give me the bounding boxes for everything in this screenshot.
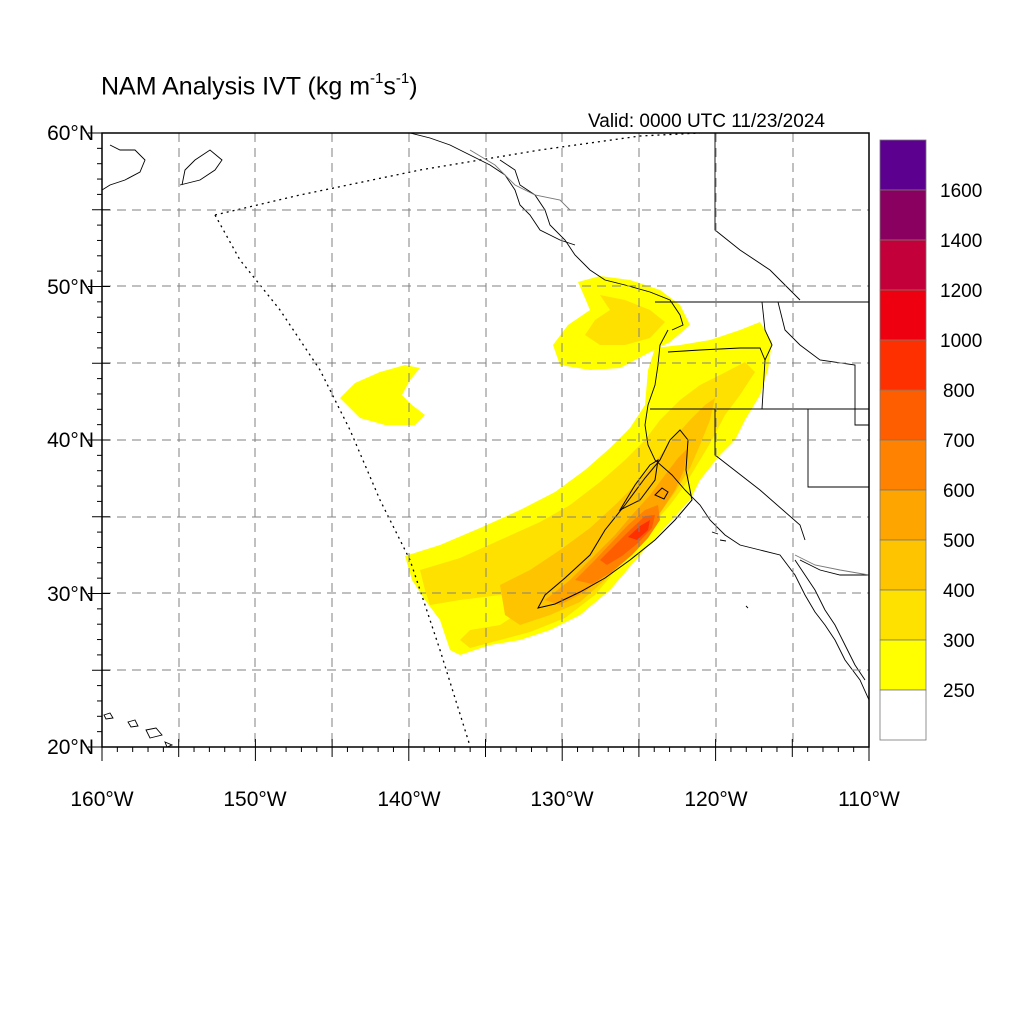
- border-us-mexico: [794, 554, 869, 576]
- ivt-region-500: [545, 448, 688, 605]
- coastline-bc: [499, 159, 684, 331]
- ivt-shading: [340, 276, 772, 655]
- lat-label-30: 30°N: [47, 583, 94, 606]
- ivt-region-300-pnw: [585, 295, 665, 345]
- cb-box-250: [879, 639, 927, 691]
- title-end: ): [409, 72, 418, 101]
- border-ut: [807, 409, 869, 488]
- border-wa-or: [667, 347, 766, 361]
- lon-label-120: 120°W: [684, 788, 747, 811]
- cb-label-250: 250: [943, 681, 975, 702]
- cb-box-300: [879, 589, 927, 641]
- title-sup-1: -1: [370, 70, 384, 87]
- channel-islands: [711, 531, 749, 609]
- ivt-region-250-offshore: [340, 365, 425, 425]
- colorbar: 1600 1400 1200 1000 800 700 600 500 400 …: [879, 139, 982, 741]
- ivt-contour: [537, 429, 693, 609]
- cb-box-1000: [879, 289, 927, 341]
- border-ca-nv: [714, 409, 806, 541]
- coastline-mexico: [799, 559, 869, 576]
- title-mid: s: [383, 72, 396, 101]
- lat-labels: 60°N 50°N 40°N 30°N 20°N: [47, 122, 94, 759]
- cb-label-600: 600: [943, 481, 975, 502]
- coastline-us-west: [644, 329, 869, 701]
- map-title: NAM Analysis IVT (kg m-1s-1): [101, 70, 418, 101]
- lon-label-110: 110°W: [838, 788, 900, 811]
- cb-box-600: [879, 439, 927, 491]
- coastline-alaska: [102, 133, 576, 246]
- cb-label-1400: 1400: [940, 231, 982, 252]
- coastlines: [102, 133, 869, 747]
- lon-label-140: 140°W: [377, 788, 440, 811]
- border-bc-ab: [714, 133, 801, 301]
- ivt-contour-small: [654, 487, 669, 500]
- title-sup-2: -1: [395, 70, 410, 87]
- cb-label-700: 700: [943, 431, 975, 452]
- cb-box-700: [879, 389, 927, 441]
- cb-box-1200: [879, 239, 927, 291]
- lon-label-160: 160°W: [70, 788, 133, 811]
- lon-labels: 160°W 150°W 140°W 130°W 120°W 110°W: [70, 788, 900, 811]
- ivt-region-300: [420, 362, 755, 648]
- cb-box-below: [879, 689, 927, 741]
- ivt-region-400: [500, 398, 715, 625]
- cb-box-1400: [879, 189, 927, 241]
- valid-time: Valid: 0000 UTC 11/23/2024: [588, 111, 825, 132]
- border-id: [761, 301, 773, 410]
- cb-label-800: 800: [943, 381, 975, 402]
- cb-box-1600: [879, 139, 927, 191]
- cb-label-1000: 1000: [940, 331, 982, 352]
- cb-label-400: 400: [943, 581, 975, 602]
- lat-label-40: 40°N: [47, 429, 94, 452]
- cb-box-800: [879, 339, 927, 391]
- ivt-region-250: [405, 322, 772, 655]
- cb-box-400: [879, 539, 927, 591]
- title-text: NAM Analysis IVT (kg m: [101, 72, 371, 101]
- lon-label-150: 150°W: [223, 788, 286, 811]
- graticule: [102, 133, 869, 747]
- ivt-contour-inner: [618, 459, 659, 512]
- hawaii-islands: [103, 712, 174, 747]
- cb-label-300: 300: [943, 631, 975, 652]
- cb-label-1200: 1200: [940, 281, 982, 302]
- lat-label-60: 60°N: [47, 122, 94, 145]
- state-borders: [650, 133, 869, 541]
- lat-label-50: 50°N: [47, 276, 94, 299]
- cb-label-500: 500: [943, 531, 975, 552]
- cb-box-500: [879, 489, 927, 541]
- border-alaska-canada: [469, 149, 571, 211]
- axis-ticks: [88, 132, 870, 761]
- lon-label-130: 130°W: [530, 788, 593, 811]
- cb-label-1600: 1600: [940, 181, 982, 202]
- coastline-baja-inner: [794, 559, 866, 681]
- lat-label-20: 20°N: [47, 736, 94, 759]
- border-mt: [777, 301, 869, 426]
